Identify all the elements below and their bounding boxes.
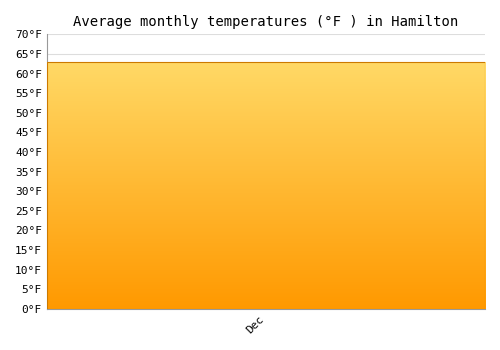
Title: Average monthly temperatures (°F ) in Hamilton: Average monthly temperatures (°F ) in Ha…	[74, 15, 458, 29]
